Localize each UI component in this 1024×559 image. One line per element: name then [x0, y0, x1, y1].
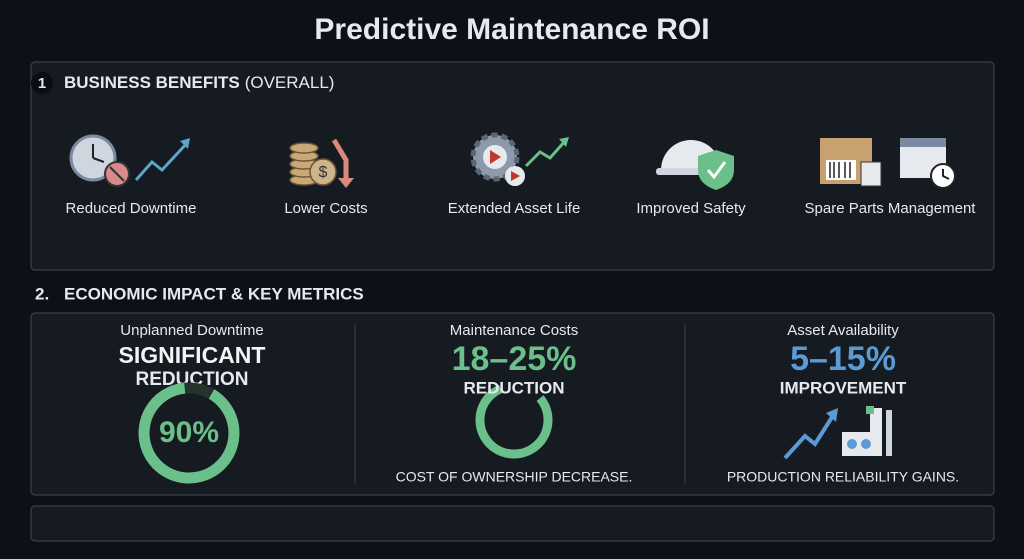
benefit-label: Lower Costs: [284, 200, 367, 217]
section-number: 2.: [35, 284, 49, 303]
benefit-label: Extended Asset Life: [448, 200, 581, 217]
card-subhead: IMPROVEMENT: [780, 378, 907, 397]
svg-text:$: $: [319, 164, 328, 181]
title: Predictive Maintenance ROI: [314, 13, 709, 46]
benefit-label: Improved Safety: [636, 200, 746, 217]
card-subhead: REDUCTION: [463, 378, 564, 397]
section-badge: [31, 72, 53, 94]
benefit-label: Reduced Downtime: [66, 200, 197, 217]
metrics-panel: [30, 312, 995, 496]
card-headline: SIGNIFICANT: [119, 342, 266, 368]
benefit-label: Spare Parts Management: [805, 200, 977, 217]
card-label: Asset Availability: [787, 322, 899, 339]
gauge-label: 90%: [159, 416, 219, 449]
card-headline: 5–15%: [790, 340, 896, 378]
gauge-arc: [138, 382, 240, 484]
card-note: COST OF OWNERSHIP DECREASE.: [396, 469, 633, 485]
reliability-icon: [783, 406, 892, 460]
section-number: 1: [38, 75, 46, 92]
card-label: Maintenance Costs: [450, 322, 578, 339]
card-label: Unplanned Downtime: [120, 322, 263, 339]
card-subhead: REDUCTION: [136, 369, 249, 390]
empty-panel: [30, 505, 995, 542]
section-heading: ECONOMIC IMPACT & KEY METRICS: [64, 284, 364, 303]
section-heading: BUSINESS BENEFITS (OVERALL): [64, 73, 334, 92]
card-note: PRODUCTION RELIABILITY GAINS.: [727, 469, 959, 485]
icons: $: [69, 132, 956, 190]
cost-ring-icon: [475, 381, 553, 459]
card-headline: 18–25%: [452, 340, 577, 378]
